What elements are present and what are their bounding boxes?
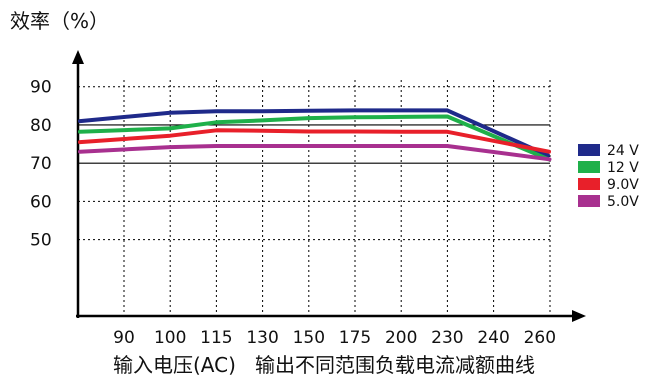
- legend-swatch-5-0V: [578, 195, 600, 207]
- y-tick-label-70: 70: [30, 154, 52, 174]
- x-tick-labels: 90 100 115 130 150 175 200 230 240 260: [113, 328, 556, 348]
- x-tick-label-260: 260: [524, 328, 556, 348]
- legend-swatch-12V: [578, 161, 600, 173]
- x-tick-label-115: 115: [200, 328, 232, 348]
- legend-label-9-0V: 9.0V: [607, 177, 639, 193]
- x-tick-label-230: 230: [431, 328, 463, 348]
- x-tick-label-130: 130: [246, 328, 278, 348]
- x-tick-label-100: 100: [154, 328, 186, 348]
- series-line-9-0V: [78, 128, 551, 154]
- series-lines: [78, 108, 552, 162]
- x-tick-label-175: 175: [339, 328, 371, 348]
- chart-title: 效率（%）: [10, 9, 109, 33]
- grid: [78, 80, 551, 316]
- y-tick-label-80: 80: [30, 116, 52, 136]
- legend-label-12V: 12 V: [607, 160, 639, 176]
- axes: [72, 50, 586, 322]
- legend-label-5-0V: 5.0V: [607, 194, 639, 210]
- x-tick-label-200: 200: [385, 328, 417, 348]
- series-line-5-0V: [78, 144, 552, 162]
- x-axis-arrow: [572, 310, 586, 322]
- x-axis-label: 输入电压(AC) 输出不同范围负载电流减额曲线: [113, 353, 535, 377]
- y-tick-label-90: 90: [30, 78, 52, 98]
- y-tick-labels: 50 60 70 80 90: [30, 78, 52, 251]
- y-tick-label-60: 60: [30, 192, 52, 212]
- y-axis-arrow: [72, 50, 84, 64]
- x-tick-label-150: 150: [293, 328, 325, 348]
- legend-swatch-9-0V: [578, 178, 600, 190]
- series-line-24V: [78, 108, 550, 158]
- y-tick-label-50: 50: [30, 231, 52, 251]
- x-tick-label-240: 240: [477, 328, 509, 348]
- legend-label-24V: 24 V: [607, 143, 639, 159]
- legend-swatch-24V: [578, 144, 600, 156]
- legend: 24 V12 V9.0V5.0V: [578, 143, 639, 210]
- x-tick-label-90: 90: [113, 328, 135, 348]
- series-line-12V: [78, 114, 551, 162]
